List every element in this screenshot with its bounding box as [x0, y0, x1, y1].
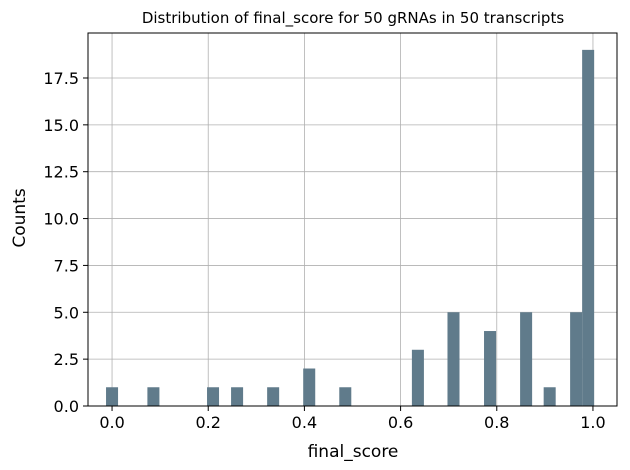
- y-tick-label: 10.0: [43, 210, 79, 229]
- x-tick-label: 0.2: [196, 413, 221, 432]
- histogram-bar: [543, 387, 556, 406]
- histogram-bar: [267, 387, 280, 406]
- histogram-bar: [484, 331, 497, 406]
- histogram-bar: [231, 387, 244, 406]
- grid: [88, 33, 617, 407]
- y-axis: 0.0 2.5 5.0 7.5 10.0 12.5 15.0 17.5: [43, 69, 88, 416]
- y-tick-label: 2.5: [54, 350, 79, 369]
- x-axis-label: final_score: [308, 442, 399, 462]
- y-tick-label: 0.0: [54, 397, 79, 416]
- x-tick-label: 0.6: [388, 413, 413, 432]
- y-tick-label: 17.5: [43, 69, 79, 88]
- y-tick-label: 5.0: [54, 303, 79, 322]
- x-axis: 0.0 0.2 0.4 0.6 0.8 1.0: [99, 406, 606, 432]
- x-tick-label: 0.4: [292, 413, 317, 432]
- histogram-bar: [520, 312, 533, 406]
- y-tick-label: 15.0: [43, 116, 79, 135]
- histogram-bar: [570, 312, 583, 406]
- bars: [106, 49, 595, 406]
- histogram-bar: [411, 349, 424, 406]
- x-tick-label: 0.0: [99, 413, 124, 432]
- x-tick-label: 0.8: [484, 413, 509, 432]
- histogram-bar: [106, 387, 119, 406]
- histogram-bar: [147, 387, 160, 406]
- histogram-bar: [303, 368, 316, 406]
- histogram-bar: [582, 49, 595, 406]
- histogram-bar: [207, 387, 220, 406]
- histogram-bar: [339, 387, 352, 406]
- chart-title: Distribution of final_score for 50 gRNAs…: [142, 9, 564, 28]
- y-tick-label: 7.5: [54, 256, 79, 275]
- plot-frame: [87, 32, 618, 407]
- x-tick-label: 1.0: [580, 413, 605, 432]
- histogram-bar: [447, 312, 460, 406]
- y-axis-label: Counts: [10, 188, 30, 247]
- y-tick-label: 12.5: [43, 163, 79, 182]
